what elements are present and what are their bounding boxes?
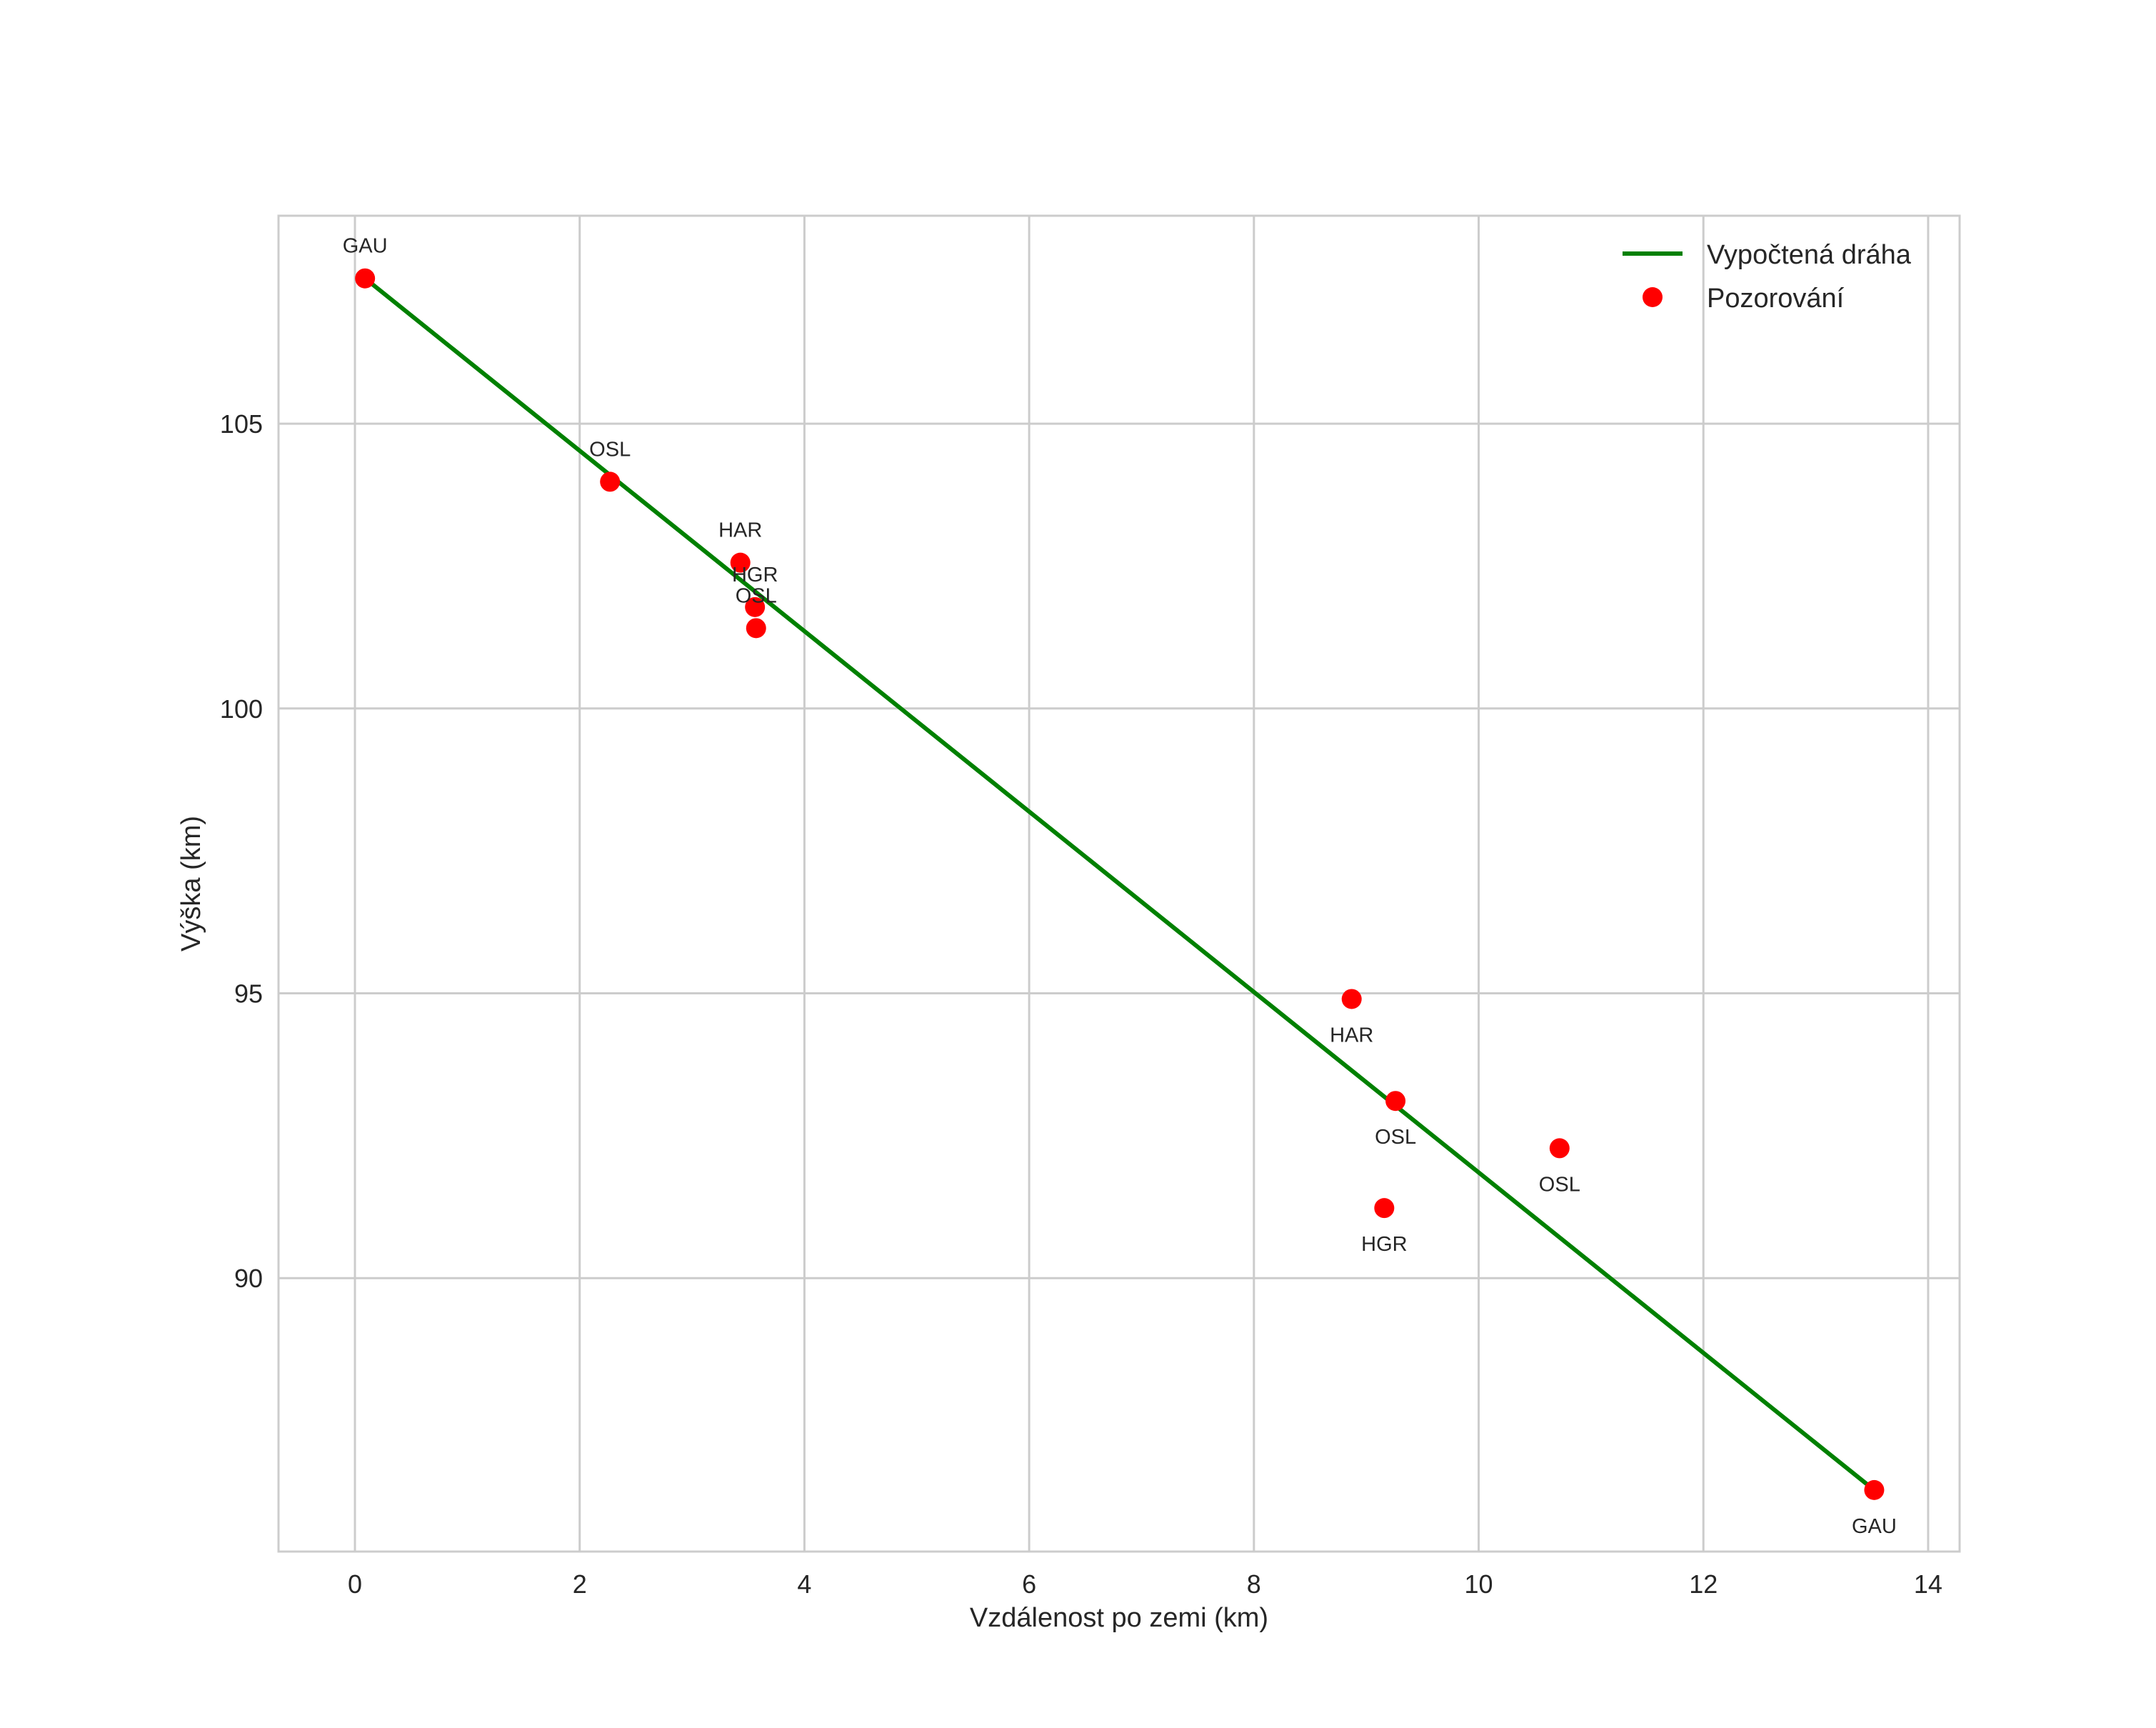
observation-point [355,268,376,289]
legend-label-trajectory: Vypočtená dráha [1707,240,1912,270]
x-tick-label: 2 [573,1569,587,1599]
y-axis-label: Výška (km) [176,816,206,952]
observation-point [1549,1138,1570,1159]
legend-label-observations: Pozorování [1707,284,1845,314]
observation-point [1864,1479,1885,1500]
y-tick-label: 95 [234,979,263,1009]
observation-point [745,596,766,617]
station-label: OSL [589,438,631,461]
legend-dot-icon [1643,287,1663,307]
observation-point [746,618,766,639]
grid-lines [279,216,1960,1552]
x-tick-label: 4 [797,1569,811,1599]
observation-point [730,552,751,573]
observation-point [1341,989,1362,1009]
x-tick-label: 8 [1247,1569,1261,1599]
observation-point [1385,1091,1406,1112]
observation-point [600,471,621,492]
station-label: GAU [1852,1515,1897,1538]
x-axis-ticks: 0 2 4 6 8 10 12 14 [348,1569,1942,1599]
station-label: HGR [1361,1233,1407,1256]
station-label: GAU [343,235,388,258]
station-label: OSL [736,584,777,607]
y-axis-ticks: 90 95 100 105 [220,409,263,1293]
x-tick-label: 0 [348,1569,362,1599]
station-label: HAR [718,519,762,542]
y-tick-label: 100 [220,694,263,724]
y-tick-label: 105 [220,409,263,439]
observation-point [1374,1198,1395,1219]
x-tick-label: 10 [1465,1569,1493,1599]
x-tick-label: 12 [1689,1569,1718,1599]
plot-frame [277,214,1961,1553]
x-tick-label: 6 [1022,1569,1036,1599]
legend: Vypočtená dráha Pozorování [1623,240,1912,314]
x-axis-label: Vzdálenost po zemi (km) [970,1603,1268,1633]
station-label: OSL [1539,1173,1580,1196]
station-label: HAR [1330,1024,1373,1047]
station-label: HGR [732,564,778,586]
y-tick-label: 90 [234,1264,263,1293]
x-tick-label: 14 [1914,1569,1942,1599]
station-label: OSL [1375,1126,1416,1149]
